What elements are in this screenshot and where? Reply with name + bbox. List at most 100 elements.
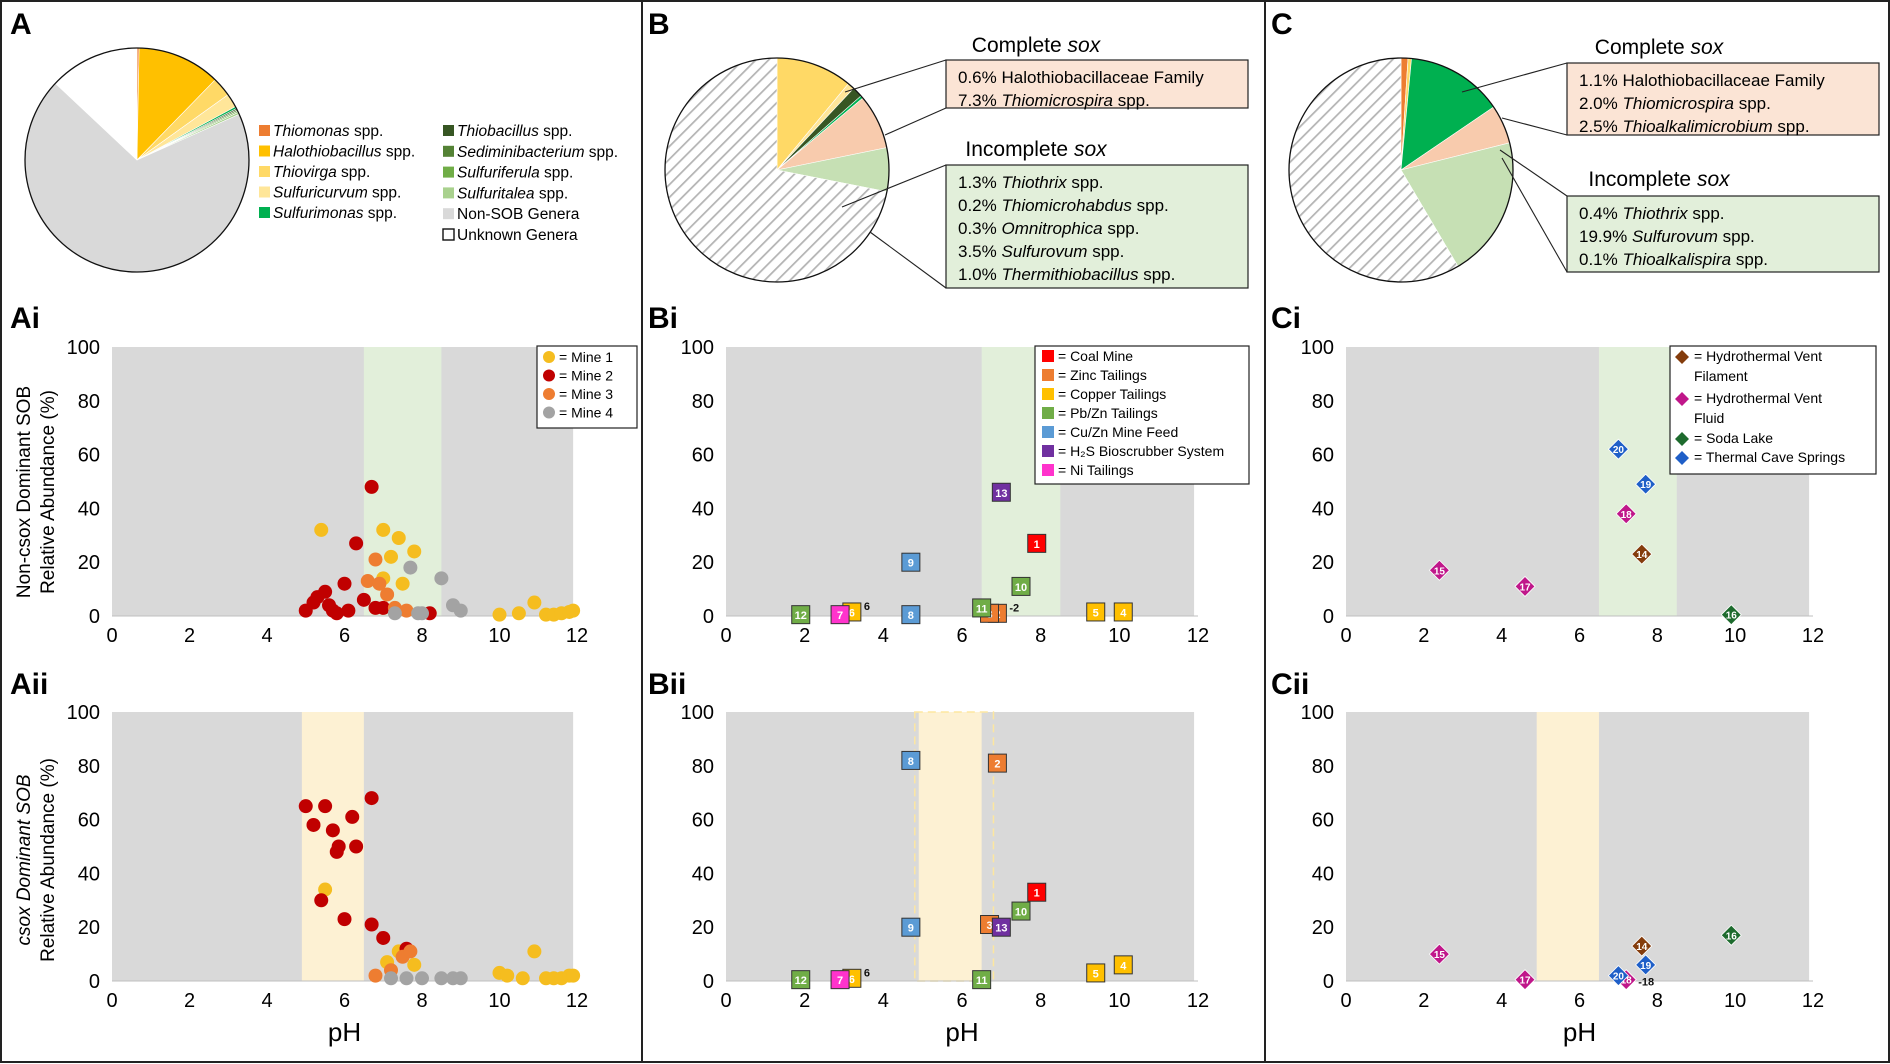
point-Aii-mine-4-1 (399, 971, 414, 986)
boxes-B-incomplete-line-3: 3.5% Sulfurovum spp. (958, 242, 1124, 261)
x-tick-Bi-3: 6 (956, 625, 967, 647)
boxes-B-connector-0 (844, 59, 947, 93)
point-Ai-mine-2-7 (337, 576, 352, 591)
y-tick-Bii-3: 60 (692, 810, 714, 832)
legend-label-Ci-3: = Thermal Cave Springs (1694, 449, 1845, 465)
legend-label-a1-1: Halothiobacillus spp. (273, 144, 415, 161)
marker-label-Bi-8: 8 (908, 610, 914, 622)
point-Ai-mine-1-8 (511, 606, 526, 621)
panel-label-Bi: Bi (648, 302, 678, 335)
x-tick-Cii-5: 10 (1724, 990, 1746, 1012)
marker-label-Bii-8: 8 (908, 756, 914, 768)
y-tick-Ci-0: 0 (1323, 606, 1334, 628)
legend-swatch-a2-4 (443, 208, 454, 220)
marker-Bii-2 (987, 753, 1007, 773)
legend-marker-Ci-2 (1675, 432, 1689, 446)
point-Aii-mine-1-6 (515, 971, 530, 986)
x-tick-Ai-3: 6 (339, 625, 350, 647)
marker-label-Bi-4: 4 (1120, 607, 1127, 619)
x-tick-Bii-1: 2 (799, 990, 810, 1012)
legend-label-Bi-2: = Copper Tailings (1058, 386, 1166, 402)
marker-Bii-10 (1011, 901, 1031, 921)
legend-label-a2-5: Unknown Genera (457, 227, 578, 244)
x-tick-Cii-4: 8 (1652, 990, 1663, 1012)
y-tick-Bi-3: 60 (692, 445, 714, 467)
x-tick-Bi-1: 2 (799, 625, 810, 647)
marker-Cii-19 (1635, 954, 1657, 976)
x-tick-Aii-0: 0 (106, 990, 117, 1012)
point-Aii-mine-2-4 (325, 823, 340, 838)
point-Ai-mine-2-3 (318, 584, 333, 599)
marker-Bii-1 (1027, 882, 1047, 902)
point-Aii-mine-4-0 (384, 971, 398, 986)
point-Aii-mine-2-1 (306, 817, 321, 832)
plot-bg-Ai (112, 347, 574, 616)
x-tick-Bi-2: 4 (878, 625, 889, 647)
x-tick-Aii-6: 12 (566, 990, 588, 1012)
point-Ai-mine-3-0 (360, 574, 375, 589)
ylabel-ii-line2: Relative Abundance (%) (38, 758, 59, 962)
boxes-C-complete-box (1566, 62, 1880, 136)
boxes-C-connector-0 (1461, 62, 1568, 93)
marker-label-Ci-19: 19 (1640, 480, 1652, 491)
x-tick-Cii-6: 12 (1802, 990, 1824, 1012)
x-tick-Aii-4: 8 (416, 990, 427, 1012)
legend-marker-Bi-0 (1042, 350, 1054, 362)
legend-marker-Ci-0 (1675, 350, 1689, 364)
plot-Aii: 0 2 4 6 8 10 12 0 20 40 60 80 100 pH (67, 702, 589, 1047)
point-Aii-mine-2-7 (337, 912, 352, 927)
ph-band-Ai (363, 347, 442, 616)
marker-label-Ci-18: 18 (1621, 510, 1633, 521)
plot-Bi: 02468101202040608010012-2345667891011121… (681, 337, 1250, 647)
legend-marker-Ai-0 (543, 351, 555, 363)
x-tick-Bii-0: 0 (720, 990, 731, 1012)
x-tick-Bi-4: 8 (1035, 625, 1046, 647)
boxes-C-complete-line-0: 1.1% Halothiobacillaceae Family (1579, 71, 1825, 90)
marker-Bi-5 (1086, 602, 1106, 622)
y-tick-Aii-4: 80 (78, 756, 100, 778)
marker-ext-label-Cii-18: -18 (1638, 977, 1654, 989)
x-tick-Bii-2: 4 (878, 990, 889, 1012)
legend-box-Bi (1034, 345, 1250, 485)
marker-label-Cii-20: 20 (1613, 972, 1625, 983)
marker-Bii-12 (791, 970, 811, 990)
panel-label-Ci: Ci (1271, 302, 1301, 335)
marker-Cii-14 (1631, 935, 1653, 957)
panel-label-Ai: Ai (10, 302, 40, 335)
point-Ai-mine-2-11 (364, 479, 379, 494)
x-tick-Ci-3: 6 (1574, 625, 1585, 647)
marker-label-Bi-6: 6 (849, 607, 855, 619)
sox-boxes-B: Complete sox 0.6% Halothiobacillaceae Fam… (841, 34, 1249, 289)
marker-label-Bi-7: 7 (837, 610, 843, 622)
x-label-Cii: pH (1563, 1017, 1596, 1047)
point-Ai-mine-3-2 (372, 576, 387, 591)
marker-Ci-19 (1635, 473, 1657, 495)
legend-label-Ai-2: = Mine 3 (559, 386, 613, 402)
marker-label-Bii-13: 13 (995, 923, 1007, 935)
y-tick-Cii-3: 60 (1312, 810, 1334, 832)
marker-Bi-7 (830, 605, 850, 625)
legend-marker-Ai-2 (543, 388, 555, 400)
marker-ext-label-Bii-6: 6 (864, 967, 870, 979)
y-tick-Bii-1: 20 (692, 917, 714, 939)
x-tick-Bi-5: 10 (1108, 625, 1130, 647)
marker-ext-label-Bi-6: 6 (864, 601, 870, 613)
point-Ai-mine-4-1 (387, 606, 402, 621)
point-Aii-mine-2-10 (364, 791, 379, 806)
y-tick-Cii-0: 0 (1323, 971, 1334, 993)
legend-swatch-a1-4 (259, 207, 270, 218)
marker-Cii-16 (1720, 924, 1742, 946)
marker-Cii-20 (1607, 965, 1629, 987)
legend-swatch-a2-3 (443, 187, 454, 199)
legend-label-Bi-0: = Coal Mine (1058, 348, 1133, 364)
boxes-B-connector-2 (841, 164, 947, 208)
y-tick-Cii-2: 40 (1312, 863, 1334, 885)
legend-label-Ci-0-b: Filament (1694, 368, 1748, 384)
point-Ai-mine-3-5 (399, 603, 414, 618)
marker-label-Bii-7: 7 (837, 975, 843, 987)
x-tick-Ci-2: 4 (1496, 625, 1507, 647)
x-tick-Ci-1: 2 (1418, 625, 1429, 647)
point-Aii-mine-2-3 (318, 799, 333, 814)
